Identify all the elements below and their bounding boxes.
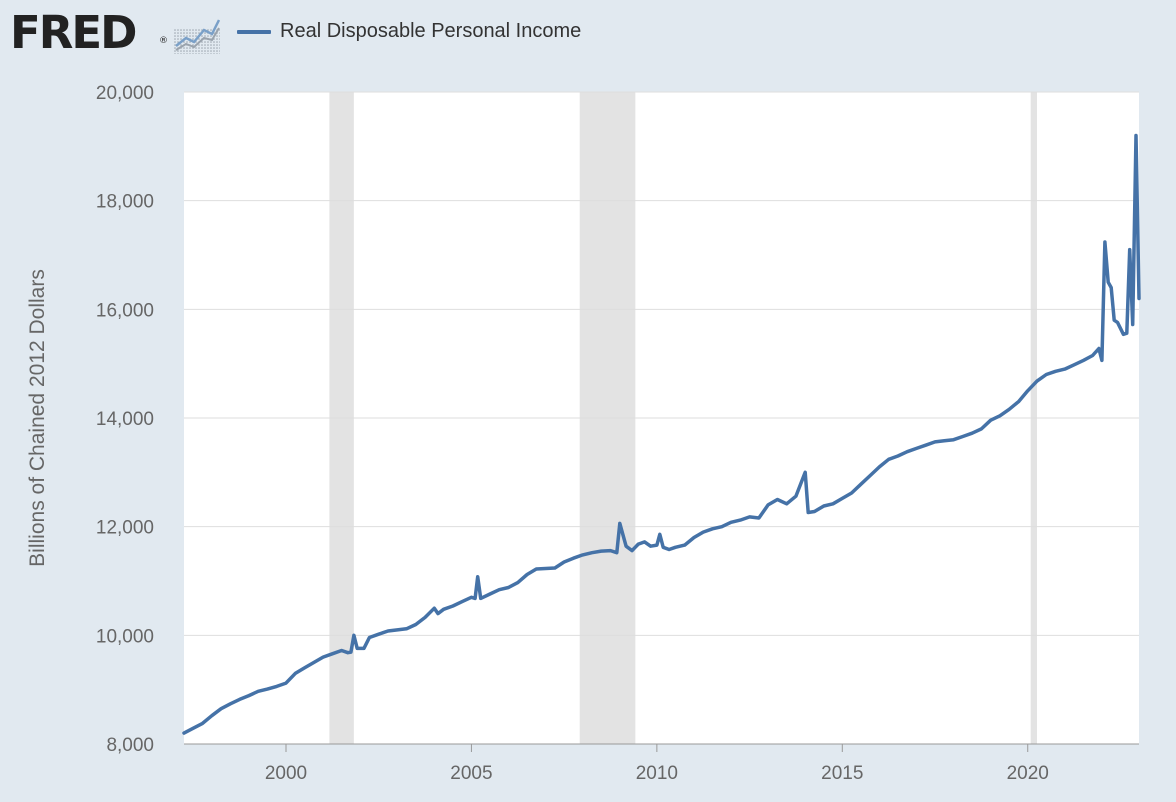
x-tick-label: 2015 bbox=[821, 763, 863, 784]
chart-header: FRED ® Real Disposable Personal Income bbox=[0, 0, 1176, 70]
series-layer bbox=[182, 133, 1141, 735]
series-line-0[interactable] bbox=[182, 133, 1141, 735]
fred-logo: FRED bbox=[10, 6, 137, 59]
legend-swatch bbox=[237, 30, 271, 34]
y-tick-label: 16,000 bbox=[96, 300, 154, 321]
y-axis-ticks: 8,000 10,000 12,000 14,000 16,000 18,000 20,00… bbox=[96, 83, 154, 756]
x-tick-label: 2010 bbox=[636, 763, 678, 784]
legend-label: Real Disposable Personal Income bbox=[280, 20, 582, 42]
y-tick-label: 18,000 bbox=[96, 192, 154, 213]
y-tick-label: 20,000 bbox=[96, 83, 154, 104]
y-tick-label: 12,000 bbox=[96, 518, 154, 539]
y-tick-label: 8,000 bbox=[106, 735, 154, 756]
y-axis-title: Billions of Chained 2012 Dollars bbox=[26, 269, 49, 567]
x-tick-label: 2020 bbox=[1007, 763, 1049, 784]
registered-mark: ® bbox=[159, 36, 168, 46]
x-tick-label: 2005 bbox=[450, 763, 492, 784]
x-tick-label: 2000 bbox=[265, 763, 307, 784]
y-tick-label: 10,000 bbox=[96, 626, 154, 647]
y-tick-label: 14,000 bbox=[96, 409, 154, 430]
fred-graph-icon bbox=[174, 19, 220, 54]
x-axis-ticks: 2000 2005 2010 2015 2020 bbox=[184, 743, 1139, 784]
